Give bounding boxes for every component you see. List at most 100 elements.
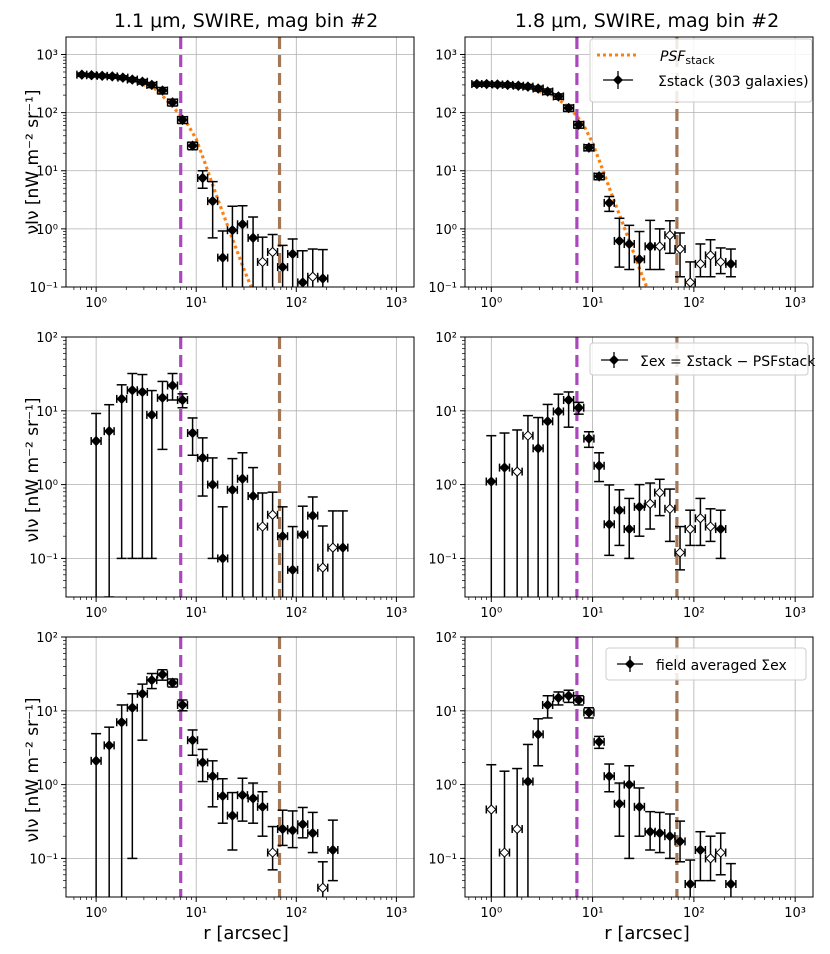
legend-box [589, 38, 813, 103]
y-tick-label: 10¹ [36, 705, 58, 720]
data-point [573, 401, 585, 415]
data-point [307, 496, 319, 597]
data-point [491, 79, 504, 90]
filled-marker [207, 770, 218, 782]
panel-3-1: 10⁰ 10¹ 10² 10³ 10⁻¹ 10⁰ 10¹ 10² [29, 631, 415, 921]
x-tick-label: 10³ [784, 906, 806, 921]
filled-marker [502, 79, 513, 91]
filled-marker [685, 878, 696, 890]
filled-marker [532, 729, 544, 740]
data-point [297, 250, 309, 287]
data-point [623, 497, 635, 560]
plot-content [485, 637, 737, 897]
data-point [297, 806, 309, 839]
filled-marker [624, 523, 635, 535]
data-point [206, 180, 219, 239]
data-point [116, 384, 128, 560]
filled-marker [257, 801, 268, 813]
plot-content [485, 337, 727, 597]
filled-marker [197, 452, 208, 464]
filled-marker [237, 789, 248, 801]
data-point [714, 509, 727, 560]
filled-marker [177, 394, 188, 406]
data-point [694, 830, 707, 882]
data-point [704, 238, 717, 278]
filled-marker [127, 74, 138, 85]
filled-marker [614, 798, 625, 809]
data-point [176, 393, 189, 409]
filled-marker [207, 195, 218, 207]
x-tick-label: 10³ [784, 606, 806, 621]
data-point [562, 689, 575, 704]
col-title-2: 1.8 μm, SWIRE, mag bin #2 [515, 10, 779, 32]
plot-area [66, 637, 414, 897]
filled-marker [103, 425, 115, 437]
y-tick-label: 10² [36, 331, 58, 346]
y-tick-label: 10⁰ [36, 223, 58, 238]
filled-marker [137, 386, 148, 398]
filled-marker [486, 476, 497, 487]
filled-marker [522, 81, 534, 92]
filled-marker [90, 755, 102, 767]
filled-marker [157, 669, 168, 680]
ylabel-row-1: νIν [nW m⁻² sr⁻¹] [23, 89, 43, 234]
filled-marker [187, 427, 198, 439]
legend-middle-right: Σex = Σstack − PSFstack [589, 342, 816, 376]
data-point [593, 171, 605, 182]
data-point [317, 525, 329, 597]
data-point [103, 403, 115, 597]
data-point [583, 142, 595, 153]
open-marker [499, 847, 510, 858]
filled-marker [127, 702, 138, 713]
data-point [644, 482, 656, 530]
open-marker [664, 229, 676, 241]
open-marker [317, 562, 329, 573]
data-point [603, 195, 615, 213]
open-marker [267, 246, 278, 258]
y-tick-label: 10⁰ [36, 779, 58, 794]
data-point [480, 78, 493, 90]
data-point [541, 403, 554, 597]
data-point [573, 119, 585, 130]
filled-marker [167, 380, 178, 391]
filled-marker [614, 235, 625, 247]
data-point [664, 488, 676, 543]
open-marker [674, 547, 686, 558]
data-point [498, 432, 511, 597]
data-point [146, 672, 158, 690]
filled-marker [553, 91, 564, 102]
data-point [196, 437, 209, 497]
open-marker [695, 258, 706, 270]
x-tick-label: 10¹ [582, 296, 604, 311]
filled-marker [117, 72, 129, 83]
data-point [522, 81, 534, 92]
filled-marker [624, 779, 635, 790]
data-point [664, 813, 676, 860]
filled-marker [715, 523, 726, 535]
filled-marker [287, 825, 298, 836]
x-tick-label: 10⁰ [85, 606, 107, 621]
open-marker [486, 804, 497, 815]
data-point [266, 491, 279, 597]
filled-marker [317, 273, 329, 284]
y-tick-label: 10⁻¹ [29, 281, 58, 296]
data-point [236, 204, 249, 287]
filled-marker [167, 677, 178, 688]
open-marker [257, 256, 268, 268]
plot-content [76, 37, 329, 287]
data-point [593, 452, 605, 483]
data-point [176, 699, 189, 712]
data-point [226, 791, 239, 851]
open-marker [267, 847, 278, 858]
y-tick-label: 10³ [435, 48, 457, 63]
y-tick-label: 10² [435, 631, 457, 646]
filled-marker [614, 504, 625, 516]
filled-marker [90, 435, 102, 447]
data-point [166, 677, 179, 688]
data-point [146, 79, 158, 91]
filled-marker [532, 443, 544, 454]
legend-field-marker [625, 659, 635, 669]
filled-marker [604, 519, 615, 530]
data-point [613, 489, 626, 547]
data-point [117, 72, 129, 83]
